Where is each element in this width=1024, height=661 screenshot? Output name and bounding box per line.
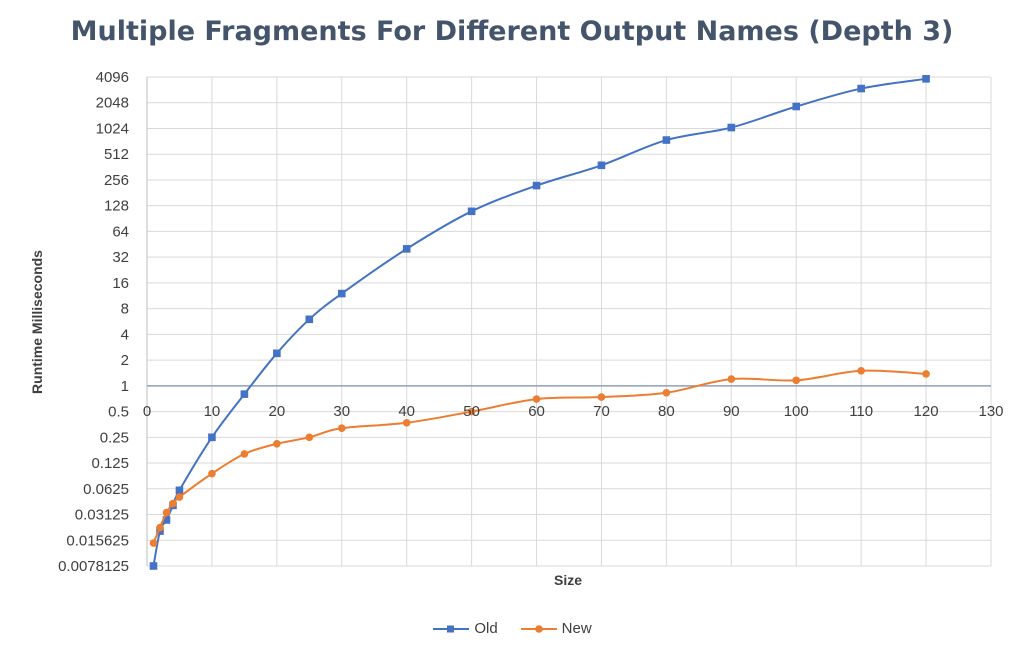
data-point-new <box>169 499 177 508</box>
y-tick-label: 128 <box>104 198 129 215</box>
y-tick-label: 256 <box>104 172 129 189</box>
data-point-new <box>727 375 736 383</box>
x-axis-title: Size <box>554 572 582 588</box>
series-line-new <box>152 369 927 544</box>
data-point-new <box>240 450 249 458</box>
y-tick-label: 0.015625 <box>66 532 129 549</box>
x-tick-label: 0 <box>143 403 151 420</box>
x-tick-label: 40 <box>398 403 415 420</box>
x-tick-label: 110 <box>849 403 873 420</box>
data-point-old <box>240 390 249 398</box>
data-point-new <box>597 393 606 401</box>
y-tick-label: 8 <box>121 301 129 318</box>
x-tick-label: 90 <box>723 403 740 420</box>
data-point-old <box>337 289 346 298</box>
y-tick-label: 32 <box>112 249 129 266</box>
x-tick-label: 20 <box>269 403 286 420</box>
axes <box>146 77 991 566</box>
x-tick-label: 30 <box>333 403 350 420</box>
data-point-new <box>175 493 184 501</box>
x-tick-label: 120 <box>914 403 939 420</box>
legend-old-label: Old <box>474 620 498 637</box>
x-tick-label: 50 <box>463 403 480 420</box>
data-point-new <box>162 508 171 517</box>
y-axis-title: Runtime Milliseconds <box>29 250 45 394</box>
y-tick-label: 512 <box>104 146 129 163</box>
x-tick-label: 10 <box>204 403 221 420</box>
data-point-old <box>662 136 671 144</box>
series <box>149 75 930 570</box>
y-tick-label: 4096 <box>96 69 129 86</box>
data-point-old <box>467 207 476 216</box>
x-tick-label: 70 <box>593 403 610 420</box>
data-point-new <box>402 418 411 427</box>
data-point-new <box>208 469 216 478</box>
legend-item-old[interactable]: Old <box>432 620 498 637</box>
data-point-new <box>273 439 281 448</box>
legend-new-label: New <box>561 620 592 637</box>
data-point-old <box>273 349 281 358</box>
data-point-old <box>727 123 736 132</box>
data-point-new <box>792 376 801 385</box>
chart-title: Multiple Fragments For Different Output … <box>70 16 954 47</box>
data-point-new <box>337 424 346 432</box>
grid <box>146 76 992 567</box>
data-point-old <box>162 516 171 524</box>
y-tick-label: 16 <box>112 275 129 292</box>
data-point-old <box>305 315 314 324</box>
y-tick-label: 4 <box>121 326 129 343</box>
data-point-old <box>402 245 411 253</box>
x-tick-label: 60 <box>528 403 545 420</box>
data-point-new <box>532 395 541 403</box>
data-point-old <box>532 181 541 190</box>
legend: Old New <box>0 620 1024 637</box>
legend-new-swatch <box>520 624 557 633</box>
y-tick-label: 0.0625 <box>83 481 129 498</box>
data-point-old <box>208 433 216 442</box>
y-tick-label: 64 <box>112 223 129 240</box>
y-tick-label: 0.125 <box>91 455 129 472</box>
x-tick-label: 80 <box>658 403 675 420</box>
tick-labels: 0.0078125 0.015625 0.03125 0.0625 0.125 0.25 0… <box>58 69 1003 575</box>
y-tick-label: 1024 <box>96 120 129 137</box>
data-point-old <box>857 84 865 93</box>
data-point-old <box>922 75 930 83</box>
y-tick-label: 2 <box>121 352 129 369</box>
series-line-old <box>152 77 927 567</box>
data-point-new <box>857 366 865 375</box>
data-point-new <box>156 523 164 532</box>
data-point-new <box>662 388 671 397</box>
data-point-old <box>792 102 801 111</box>
y-tick-label: 2048 <box>96 95 129 112</box>
data-point-new <box>305 433 314 442</box>
data-point-old <box>175 486 184 495</box>
y-tick-label: 0.0078125 <box>58 558 129 575</box>
data-point-old <box>149 562 158 570</box>
x-tick-label: 100 <box>784 403 809 420</box>
data-point-old <box>597 161 606 170</box>
y-tick-label: 0.5 <box>108 404 129 421</box>
legend-item-new[interactable]: New <box>520 620 592 637</box>
data-point-new <box>149 539 158 547</box>
x-tick-label: 130 <box>978 403 1003 420</box>
data-point-new <box>922 370 930 378</box>
y-tick-label: 1 <box>121 378 129 395</box>
legend-old-swatch <box>433 625 470 632</box>
data-point-new <box>467 407 476 416</box>
y-tick-label: 0.03125 <box>75 507 129 524</box>
y-tick-label: 0.25 <box>100 429 129 446</box>
